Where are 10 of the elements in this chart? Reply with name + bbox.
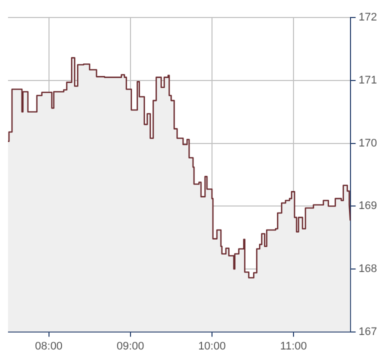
y-tick-label: 170 bbox=[358, 137, 378, 150]
y-tick-label: 168 bbox=[358, 262, 378, 275]
y-tick-label: 167 bbox=[358, 326, 378, 338]
x-tick-label: 09:00 bbox=[116, 340, 144, 352]
y-tick-label: 171 bbox=[358, 74, 378, 86]
y-tick-label: 169 bbox=[358, 200, 378, 212]
x-tick-label: 08:00 bbox=[35, 340, 63, 352]
y-tick-label: 172 bbox=[358, 12, 378, 24]
x-tick-label: 11:00 bbox=[280, 340, 307, 352]
x-tick-label: 10:00 bbox=[198, 340, 226, 352]
